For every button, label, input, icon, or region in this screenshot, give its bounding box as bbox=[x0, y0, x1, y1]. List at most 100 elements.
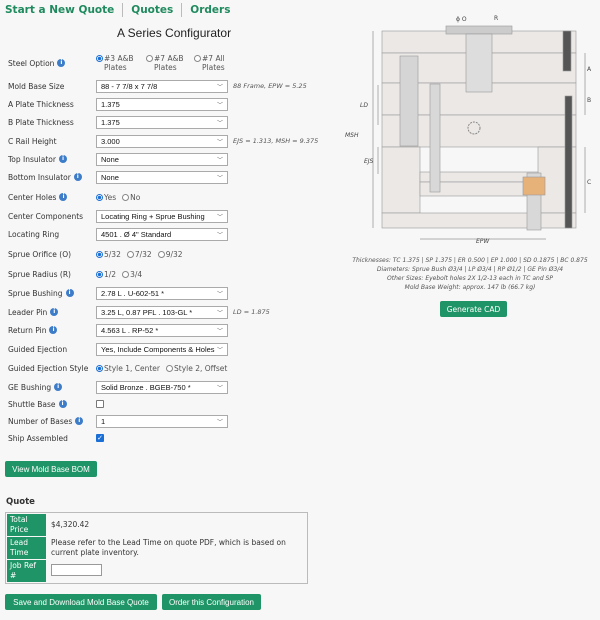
radio-center-no[interactable]: No bbox=[122, 193, 140, 202]
table-row: Lead Time Please refer to the Lead Time o… bbox=[7, 537, 306, 559]
ld-label: LD bbox=[360, 102, 368, 109]
info-icon[interactable]: i bbox=[59, 193, 68, 201]
chevron-down-icon: ﹀ bbox=[216, 102, 223, 109]
job-ref-input[interactable] bbox=[51, 564, 102, 577]
radio-radius-3-4[interactable]: 3/4 bbox=[122, 270, 142, 279]
chevron-down-icon: ﹀ bbox=[216, 214, 223, 221]
info-icon[interactable]: i bbox=[58, 400, 67, 408]
info-icon[interactable]: i bbox=[49, 326, 58, 334]
table-row: Job Ref # bbox=[7, 560, 306, 582]
number-of-bases-select[interactable]: 1 ﹀ bbox=[96, 414, 228, 428]
info-icon[interactable]: i bbox=[73, 173, 82, 181]
chevron-down-icon: ﹀ bbox=[216, 347, 223, 354]
row-sprue-orifice: Sprue Orifice (O) 5/32 7/32 9/32 bbox=[8, 249, 183, 259]
radio-steel-7ab[interactable]: #7 A&B Plates bbox=[146, 54, 188, 72]
b-plate-select[interactable]: 1.375 ﹀ bbox=[96, 115, 228, 129]
label: C Rail Height bbox=[8, 136, 57, 146]
chevron-down-icon: ﹀ bbox=[216, 175, 223, 182]
quote-table: Total Price $4,320.42 Lead Time Please ref… bbox=[5, 512, 308, 584]
ge-bushing bbox=[522, 176, 546, 196]
radio-orifice-7-32[interactable]: 7/32 bbox=[126, 250, 152, 259]
info-icon[interactable]: i bbox=[58, 155, 67, 163]
row-ship-assembled: Ship Assembled ✓ bbox=[8, 433, 104, 443]
ejs-label: EJS bbox=[364, 158, 374, 165]
radio-steel-3ab[interactable]: #3 A&B Plates bbox=[96, 54, 140, 72]
sprue-bushing bbox=[465, 33, 493, 93]
c-rail-select[interactable]: 3.000 ﹀ bbox=[96, 134, 228, 148]
info-icon[interactable]: i bbox=[57, 59, 66, 67]
label: B Plate Thickness bbox=[8, 117, 74, 127]
table-row: Total Price $4,320.42 bbox=[7, 514, 306, 536]
bottom-insulator-select[interactable]: None ﹀ bbox=[96, 170, 228, 184]
nav-orders[interactable]: Orders bbox=[190, 4, 231, 16]
chevron-down-icon: ﹀ bbox=[216, 157, 223, 164]
msh-label: MSH bbox=[345, 132, 359, 139]
info-icon[interactable]: i bbox=[65, 289, 74, 297]
info-icon[interactable]: i bbox=[50, 308, 59, 316]
row-b-plate: B Plate Thickness 1.375 ﹀ bbox=[8, 115, 338, 129]
return-pin bbox=[429, 83, 441, 193]
a-label: A bbox=[587, 66, 592, 73]
a-plate-select[interactable]: 1.375 ﹀ bbox=[96, 97, 228, 111]
divider bbox=[181, 3, 183, 17]
top-insulator-select[interactable]: None ﹀ bbox=[96, 152, 228, 166]
order-configuration-button[interactable]: Order this Configuration bbox=[162, 594, 261, 610]
chevron-down-icon: ﹀ bbox=[216, 328, 223, 335]
ge-bushing-select[interactable]: Solid Bronze . BGEB-750 * ﹀ bbox=[96, 380, 228, 394]
locating-ring-select[interactable]: 4501 . Ø 4" Standard ﹀ bbox=[96, 227, 228, 241]
info-icon[interactable]: i bbox=[54, 383, 63, 391]
view-bom-button[interactable]: View Mold Base BOM bbox=[5, 461, 97, 477]
generate-cad-button[interactable]: Generate CAD bbox=[440, 301, 507, 317]
chevron-down-icon: ﹀ bbox=[216, 385, 223, 392]
leader-pin-select[interactable]: 3.25 L, 0.87 PFL . 103-GL * ﹀ bbox=[96, 305, 228, 319]
row-center-holes: Center Holes i Yes No bbox=[8, 192, 141, 202]
sprue-bushing-select[interactable]: 2.78 L . U-602-51 * ﹀ bbox=[96, 286, 228, 300]
mold-base-drawing: MSH LD EJS A B C EPW ϕ O R bbox=[345, 15, 592, 245]
radio-center-yes[interactable]: Yes bbox=[96, 193, 116, 202]
row-steel-option: Steel Option i #3 A&B Plates #7 A&B Plate… bbox=[8, 52, 338, 74]
radio-orifice-5-32[interactable]: 5/32 bbox=[96, 250, 121, 259]
lead-time: Please refer to the Lead Time on quote P… bbox=[51, 538, 286, 557]
info-icon[interactable]: i bbox=[75, 417, 84, 425]
row-leader-pin: Leader Pin i 3.25 L, 0.87 PFL . 103-GL * ﹀ L… bbox=[8, 305, 270, 319]
radio-style-2[interactable]: Style 2, Offset bbox=[166, 364, 227, 373]
label: A Plate Thickness bbox=[8, 99, 74, 109]
shuttle-base-checkbox[interactable] bbox=[96, 400, 104, 408]
row-locating-ring: Locating Ring 4501 . Ø 4" Standard ﹀ bbox=[8, 227, 338, 241]
ship-assembled-checkbox[interactable]: ✓ bbox=[96, 434, 104, 442]
row-ge-bushing: GE Bushing i Solid Bronze . BGEB-750 * ﹀ bbox=[8, 380, 338, 394]
row-c-rail: C Rail Height 3.000 ﹀ EJS = 1.313, MSH = 9.… bbox=[8, 134, 338, 148]
chevron-down-icon: ﹀ bbox=[216, 291, 223, 298]
return-pin-select[interactable]: 4.563 L . RP-52 * ﹀ bbox=[96, 323, 228, 337]
divider bbox=[122, 3, 124, 17]
row-guided-ejection: Guided Ejection Yes, Include Components &… bbox=[8, 342, 338, 356]
chevron-down-icon: ﹀ bbox=[216, 139, 223, 146]
top-nav: Start a New Quote Quotes Orders bbox=[5, 3, 230, 17]
page-title: A Series Configurator bbox=[117, 26, 232, 40]
note: 88 Frame, EPW = 5.25 bbox=[233, 82, 307, 90]
mold-base-size-select[interactable]: 88 - 7 7/8 x 7 7/8 ﹀ bbox=[96, 79, 228, 93]
chevron-down-icon: ﹀ bbox=[216, 310, 223, 317]
save-download-quote-button[interactable]: Save and Download Mold Base Quote bbox=[5, 594, 157, 610]
radio-style-1[interactable]: Style 1, Center bbox=[96, 364, 160, 373]
label: Mold Base Size bbox=[8, 81, 65, 91]
radio-radius-1-2[interactable]: 1/2 bbox=[96, 270, 116, 279]
locating-ring bbox=[445, 25, 513, 35]
chevron-down-icon: ﹀ bbox=[216, 84, 223, 91]
row-sprue-bushing: Sprue Bushing i 2.78 L . U-602-51 * ﹀ bbox=[8, 286, 338, 300]
guided-ejection-select[interactable]: Yes, Include Components & Holes ﹀ bbox=[96, 342, 228, 356]
radio-steel-7all[interactable]: #7 All Plates bbox=[194, 54, 234, 72]
chevron-down-icon: ﹀ bbox=[216, 232, 223, 239]
label: Steel Option bbox=[8, 58, 55, 68]
center-components-select[interactable]: Locating Ring + Sprue Bushing ﹀ bbox=[96, 209, 228, 223]
row-mold-base-size: Mold Base Size 88 - 7 7/8 x 7 7/8 ﹀ 88 Fram… bbox=[8, 79, 338, 93]
row-top-insulator: Top Insulator i None ﹀ bbox=[8, 152, 338, 166]
row-center-components: Center Components Locating Ring + Sprue B… bbox=[8, 209, 338, 223]
nav-start-new-quote[interactable]: Start a New Quote bbox=[5, 4, 115, 16]
b-label: B bbox=[587, 97, 591, 104]
row-number-of-bases: Number of Bases i 1 ﹀ bbox=[8, 414, 338, 428]
total-price: $4,320.42 bbox=[51, 520, 90, 529]
radio-orifice-9-32[interactable]: 9/32 bbox=[157, 250, 183, 259]
nav-quotes[interactable]: Quotes bbox=[131, 4, 174, 16]
radius-label: R bbox=[494, 15, 498, 22]
